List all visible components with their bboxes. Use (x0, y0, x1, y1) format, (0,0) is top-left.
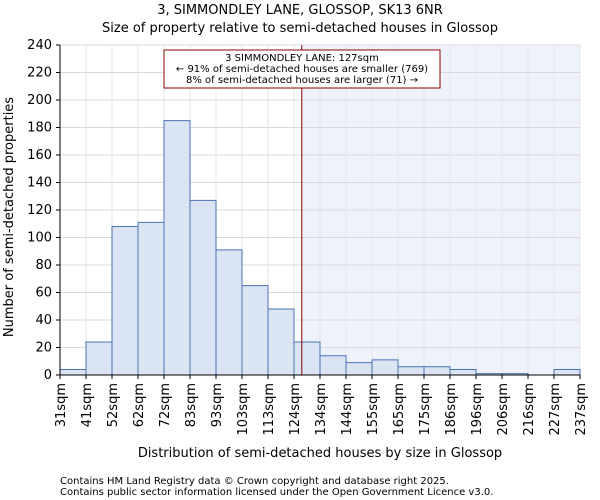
bar-103sqm (241, 285, 269, 376)
bar-144sqm (345, 362, 373, 376)
y-tick-label: 140 (27, 176, 52, 191)
x-tick-label: 113sqm (262, 383, 277, 436)
x-tick-label: 175sqm (418, 383, 433, 436)
x-tick-label: 155sqm (366, 383, 381, 436)
x-tick-label: 31sqm (54, 383, 69, 427)
bar-124sqm (293, 341, 321, 376)
y-tick-label: 60 (35, 286, 52, 301)
x-tick-label: 134sqm (314, 383, 329, 436)
bar-186sqm (449, 369, 477, 376)
bar-41sqm (85, 341, 113, 376)
bar-165sqm (397, 366, 425, 376)
x-axis-label: Distribution of semi-detached houses by … (138, 446, 502, 461)
bar-31sqm (59, 369, 87, 376)
chart-subtitle: Size of property relative to semi-detach… (102, 21, 498, 36)
x-tick-label: 72sqm (158, 383, 173, 427)
x-tick-label: 144sqm (340, 383, 355, 436)
x-tick-label: 62sqm (132, 383, 147, 427)
y-tick-label: 220 (27, 66, 52, 81)
x-tick-label: 237sqm (574, 383, 589, 436)
annotation-box (163, 49, 441, 89)
y-tick-label: 200 (27, 93, 52, 108)
x-tick-label: 206sqm (496, 383, 511, 436)
x-tick-label: 93sqm (210, 383, 225, 427)
bar-113sqm (267, 308, 295, 376)
bar-72sqm (163, 120, 191, 376)
y-tick-label: 20 (35, 341, 52, 356)
plot-area: 0 20 40 60 80 100 120 140 160 180 200 220 240 31sqm 41… (27, 38, 589, 436)
y-tick-label: 120 (27, 203, 52, 218)
x-tick-label: 41sqm (80, 383, 95, 427)
x-tick-label: 124sqm (288, 383, 303, 436)
x-tick-label: 216sqm (522, 383, 537, 436)
x-tick-label: 227sqm (548, 383, 563, 436)
annotation-line-1: 3 SIMMONDLEY LANE: 127sqm (225, 53, 379, 64)
x-tick-label: 83sqm (184, 383, 199, 427)
bar-155sqm (371, 359, 399, 376)
x-tick-label: 196sqm (470, 383, 485, 436)
bar-134sqm (319, 355, 347, 376)
y-tick-label: 0 (44, 368, 52, 383)
y-tick-label: 160 (27, 148, 52, 163)
y-tick-label: 240 (27, 38, 52, 53)
y-tick-label: 100 (27, 231, 52, 246)
x-tick-label: 103sqm (236, 383, 251, 436)
footer-line-2: Contains public sector information licen… (60, 487, 493, 498)
bar-62sqm (137, 221, 165, 376)
bar-52sqm (111, 226, 139, 376)
bar-227sqm (553, 369, 581, 376)
annotation-line-3: 8% of semi-detached houses are larger (7… (186, 75, 418, 86)
bar-175sqm (423, 366, 451, 376)
x-tick-label: 52sqm (106, 383, 121, 427)
annotation-line-2: ← 91% of semi-detached houses are smalle… (176, 64, 428, 75)
y-tick-label: 80 (35, 258, 52, 273)
footer-line-1: Contains HM Land Registry data © Crown c… (60, 476, 449, 487)
chart-title: 3, SIMMONDLEY LANE, GLOSSOP, SK13 6NR (157, 3, 443, 18)
bar-93sqm (215, 249, 243, 376)
bar-83sqm (189, 199, 217, 376)
x-tick-label: 186sqm (444, 383, 459, 436)
x-tick-label: 165sqm (392, 383, 407, 436)
y-tick-label: 180 (27, 121, 52, 136)
y-axis-label: Number of semi-detached properties (2, 97, 17, 337)
y-tick-label: 40 (35, 313, 52, 328)
